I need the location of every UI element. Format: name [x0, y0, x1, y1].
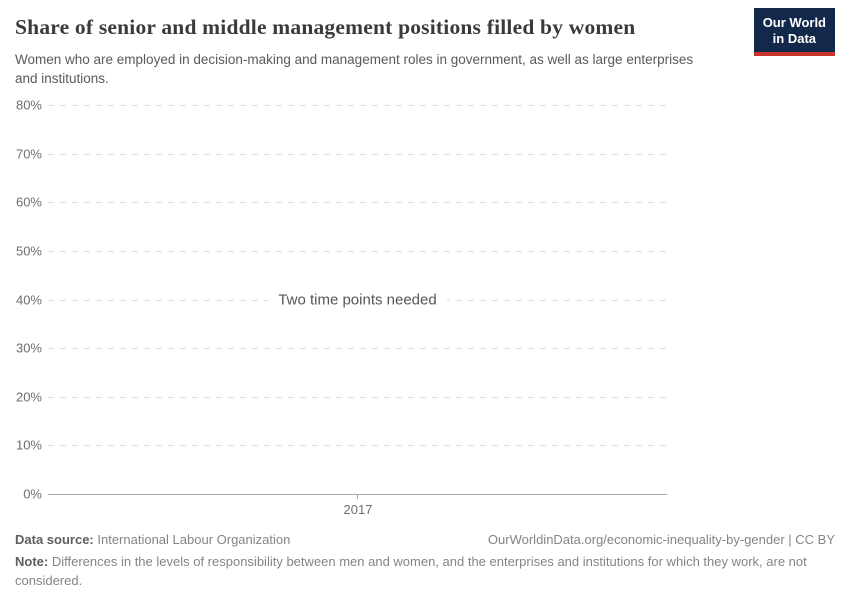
data-source-value: International Labour Organization — [97, 532, 291, 547]
chart-subtitle: Women who are employed in decision-makin… — [15, 52, 694, 86]
owid-logo-line1: Our World — [762, 15, 826, 30]
x-axis-tick-mark — [357, 495, 358, 499]
note-text: Differences in the levels of responsibil… — [15, 554, 807, 588]
owid-logo-line2: in Data — [772, 31, 817, 46]
owid-logo: Our World in Data — [753, 8, 835, 56]
y-axis-tick-label: 40% — [15, 292, 42, 308]
note-label: Note: — [15, 554, 49, 569]
chart-title: Share of senior and middle management po… — [15, 15, 636, 39]
y-axis-tick-label: 30% — [15, 340, 42, 356]
data-source: Data source: International Labour Organi… — [15, 532, 290, 547]
chart-footer: Data source: International Labour Organi… — [15, 532, 835, 547]
attribution-link[interactable]: OurWorldinData.org/economic-inequality-b… — [487, 532, 835, 547]
gridline — [48, 348, 667, 349]
data-source-label: Data source: — [15, 532, 94, 547]
y-axis-tick-label: 0% — [23, 486, 42, 502]
gridline — [48, 202, 667, 203]
y-axis-tick-label: 10% — [15, 437, 42, 453]
y-axis-tick-label: 70% — [15, 146, 42, 162]
empty-chart-message: Two time points needed — [48, 291, 667, 309]
gridline — [48, 397, 667, 398]
x-axis-tick-label: 2017 — [343, 502, 373, 517]
chart-note: Note: Differences in the levels of respo… — [15, 553, 835, 590]
gridline — [48, 445, 667, 446]
y-axis-tick-label: 20% — [15, 389, 42, 405]
x-axis-line — [48, 494, 667, 495]
gridline — [48, 105, 667, 106]
gridline — [48, 154, 667, 155]
y-axis-tick-label: 50% — [15, 243, 42, 259]
y-axis-tick-label: 60% — [15, 194, 42, 210]
y-axis-tick-label: 80% — [15, 97, 42, 113]
gridline — [48, 251, 667, 252]
